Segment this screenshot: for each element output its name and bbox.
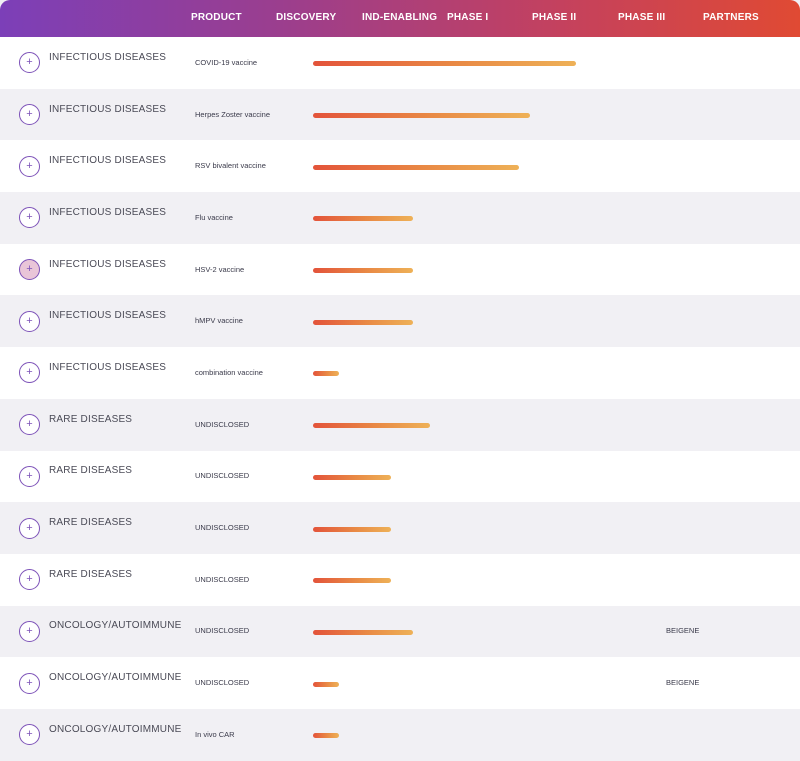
pipeline-row[interactable]: + INFECTIOUS DISEASES Herpes Zoster vaccin… <box>0 88 800 141</box>
product-name: UNDISCLOSED <box>195 678 250 688</box>
pipeline-row[interactable]: + RARE DISEASES UNDISCLOSED <box>0 553 800 606</box>
progress-bar <box>313 216 413 222</box>
plus-icon: + <box>26 108 33 121</box>
col-phase-3: PHASE III <box>618 12 666 23</box>
pipeline-row[interactable]: + INFECTIOUS DISEASES Flu vaccine <box>0 192 800 244</box>
therapeutic-area: INFECTIOUS DISEASES <box>49 51 167 63</box>
progress-bar <box>313 733 339 739</box>
expand-button[interactable]: + <box>19 155 40 177</box>
therapeutic-area: INFECTIOUS DISEASES <box>49 103 167 115</box>
col-ind-enabling: IND-ENABLING <box>362 12 438 23</box>
product-name: HSV-2 vaccine <box>195 264 245 274</box>
plus-icon: + <box>26 418 33 431</box>
plus-icon: + <box>26 56 33 69</box>
pipeline-row[interactable]: + ONCOLOGY/AUTOIMMUNE In vivo CAR <box>0 708 800 761</box>
pipeline-row[interactable]: + INFECTIOUS DISEASES combination vaccine <box>0 347 800 399</box>
therapeutic-area: INFECTIOUS DISEASES <box>49 206 167 218</box>
expand-button[interactable]: + <box>19 465 40 487</box>
col-product: PRODUCT <box>191 12 242 23</box>
product-name: Herpes Zoster vaccine <box>195 109 271 119</box>
product-name: combination vaccine <box>195 367 263 377</box>
therapeutic-area: RARE DISEASES <box>49 413 133 425</box>
product-name: In vivo CAR <box>195 729 235 739</box>
plus-icon: + <box>26 728 33 741</box>
pipeline-header: PRODUCT DISCOVERY IND-ENABLING PHASE I P… <box>0 0 800 37</box>
progress-bar <box>313 423 430 429</box>
product-name: UNDISCLOSED <box>195 574 250 584</box>
progress-bar <box>313 578 391 584</box>
expand-button[interactable]: + <box>19 310 40 332</box>
plus-icon: + <box>26 521 33 534</box>
therapeutic-area: RARE DISEASES <box>49 517 133 529</box>
expand-button[interactable]: + <box>19 104 40 126</box>
partner-name: BEIGENE <box>666 678 700 688</box>
pipeline-row[interactable]: + ONCOLOGY/AUTOIMMUNE UNDISCLOSED BEIGENE <box>0 657 800 709</box>
product-name: COVID-19 vaccine <box>195 57 258 67</box>
progress-bar <box>313 371 339 377</box>
plus-icon: + <box>26 366 33 379</box>
plus-icon: + <box>26 624 33 637</box>
expand-button[interactable]: + <box>19 207 40 229</box>
expand-button[interactable]: + <box>19 724 40 746</box>
col-discovery: DISCOVERY <box>276 12 337 23</box>
progress-bar <box>313 474 391 480</box>
product-name: UNDISCLOSED <box>195 471 250 481</box>
expand-button[interactable]: + <box>19 517 40 539</box>
progress-bar <box>313 164 519 170</box>
pipeline-row[interactable]: + RARE DISEASES UNDISCLOSED <box>0 502 800 554</box>
col-phase-2: PHASE II <box>532 12 577 23</box>
expand-button[interactable]: + <box>19 620 40 642</box>
product-name: RSV bivalent vaccine <box>195 161 266 171</box>
product-name: hMPV vaccine <box>195 316 243 326</box>
therapeutic-area: INFECTIOUS DISEASES <box>49 258 167 270</box>
expand-button[interactable]: + <box>19 569 40 591</box>
progress-bar <box>313 319 413 325</box>
therapeutic-area: ONCOLOGY/AUTOIMMUNE <box>49 620 182 632</box>
col-partners: PARTNERS <box>703 12 759 23</box>
col-phase-1: PHASE I <box>447 12 489 23</box>
expand-button[interactable]: + <box>19 672 40 694</box>
therapeutic-area: ONCOLOGY/AUTOIMMUNE <box>49 672 182 684</box>
pipeline-table: + INFECTIOUS DISEASES COVID-19 vaccine + INF… <box>0 37 800 761</box>
therapeutic-area: ONCOLOGY/AUTOIMMUNE <box>49 723 182 735</box>
pipeline-row[interactable]: + INFECTIOUS DISEASES HSV-2 vaccine <box>0 243 800 296</box>
progress-bar <box>313 268 413 274</box>
progress-bar <box>313 61 576 67</box>
plus-icon: + <box>26 573 33 586</box>
progress-bar <box>313 681 339 687</box>
therapeutic-area: INFECTIOUS DISEASES <box>49 310 167 322</box>
expand-button[interactable]: + <box>19 259 40 281</box>
plus-icon: + <box>26 469 33 482</box>
expand-button[interactable]: + <box>19 362 40 384</box>
pipeline-row[interactable]: + INFECTIOUS DISEASES COVID-19 vaccine <box>0 37 800 89</box>
expand-button[interactable]: + <box>19 52 40 74</box>
product-name: UNDISCLOSED <box>195 626 250 636</box>
progress-bar <box>313 113 530 119</box>
plus-icon: + <box>26 211 33 224</box>
pipeline-row[interactable]: + INFECTIOUS DISEASES hMPV vaccine <box>0 295 800 348</box>
product-name: Flu vaccine <box>195 212 233 222</box>
partner-name: BEIGENE <box>666 626 700 636</box>
product-name: UNDISCLOSED <box>195 419 250 429</box>
progress-bar <box>313 629 413 635</box>
pipeline-row[interactable]: + RARE DISEASES UNDISCLOSED <box>0 398 800 451</box>
plus-icon: + <box>26 159 33 172</box>
pipeline-row[interactable]: + RARE DISEASES UNDISCLOSED <box>0 450 800 503</box>
plus-icon: + <box>26 263 33 276</box>
therapeutic-area: RARE DISEASES <box>49 568 133 580</box>
plus-icon: + <box>26 314 33 327</box>
therapeutic-area: RARE DISEASES <box>49 465 133 477</box>
expand-button[interactable]: + <box>19 414 40 436</box>
plus-icon: + <box>26 676 33 689</box>
progress-bar <box>313 526 391 532</box>
pipeline-row[interactable]: + INFECTIOUS DISEASES RSV bivalent vaccine <box>0 140 800 193</box>
product-name: UNDISCLOSED <box>195 523 250 533</box>
pipeline-row[interactable]: + ONCOLOGY/AUTOIMMUNE UNDISCLOSED BEIGENE <box>0 605 800 658</box>
therapeutic-area: INFECTIOUS DISEASES <box>49 361 167 373</box>
therapeutic-area: INFECTIOUS DISEASES <box>49 155 167 167</box>
